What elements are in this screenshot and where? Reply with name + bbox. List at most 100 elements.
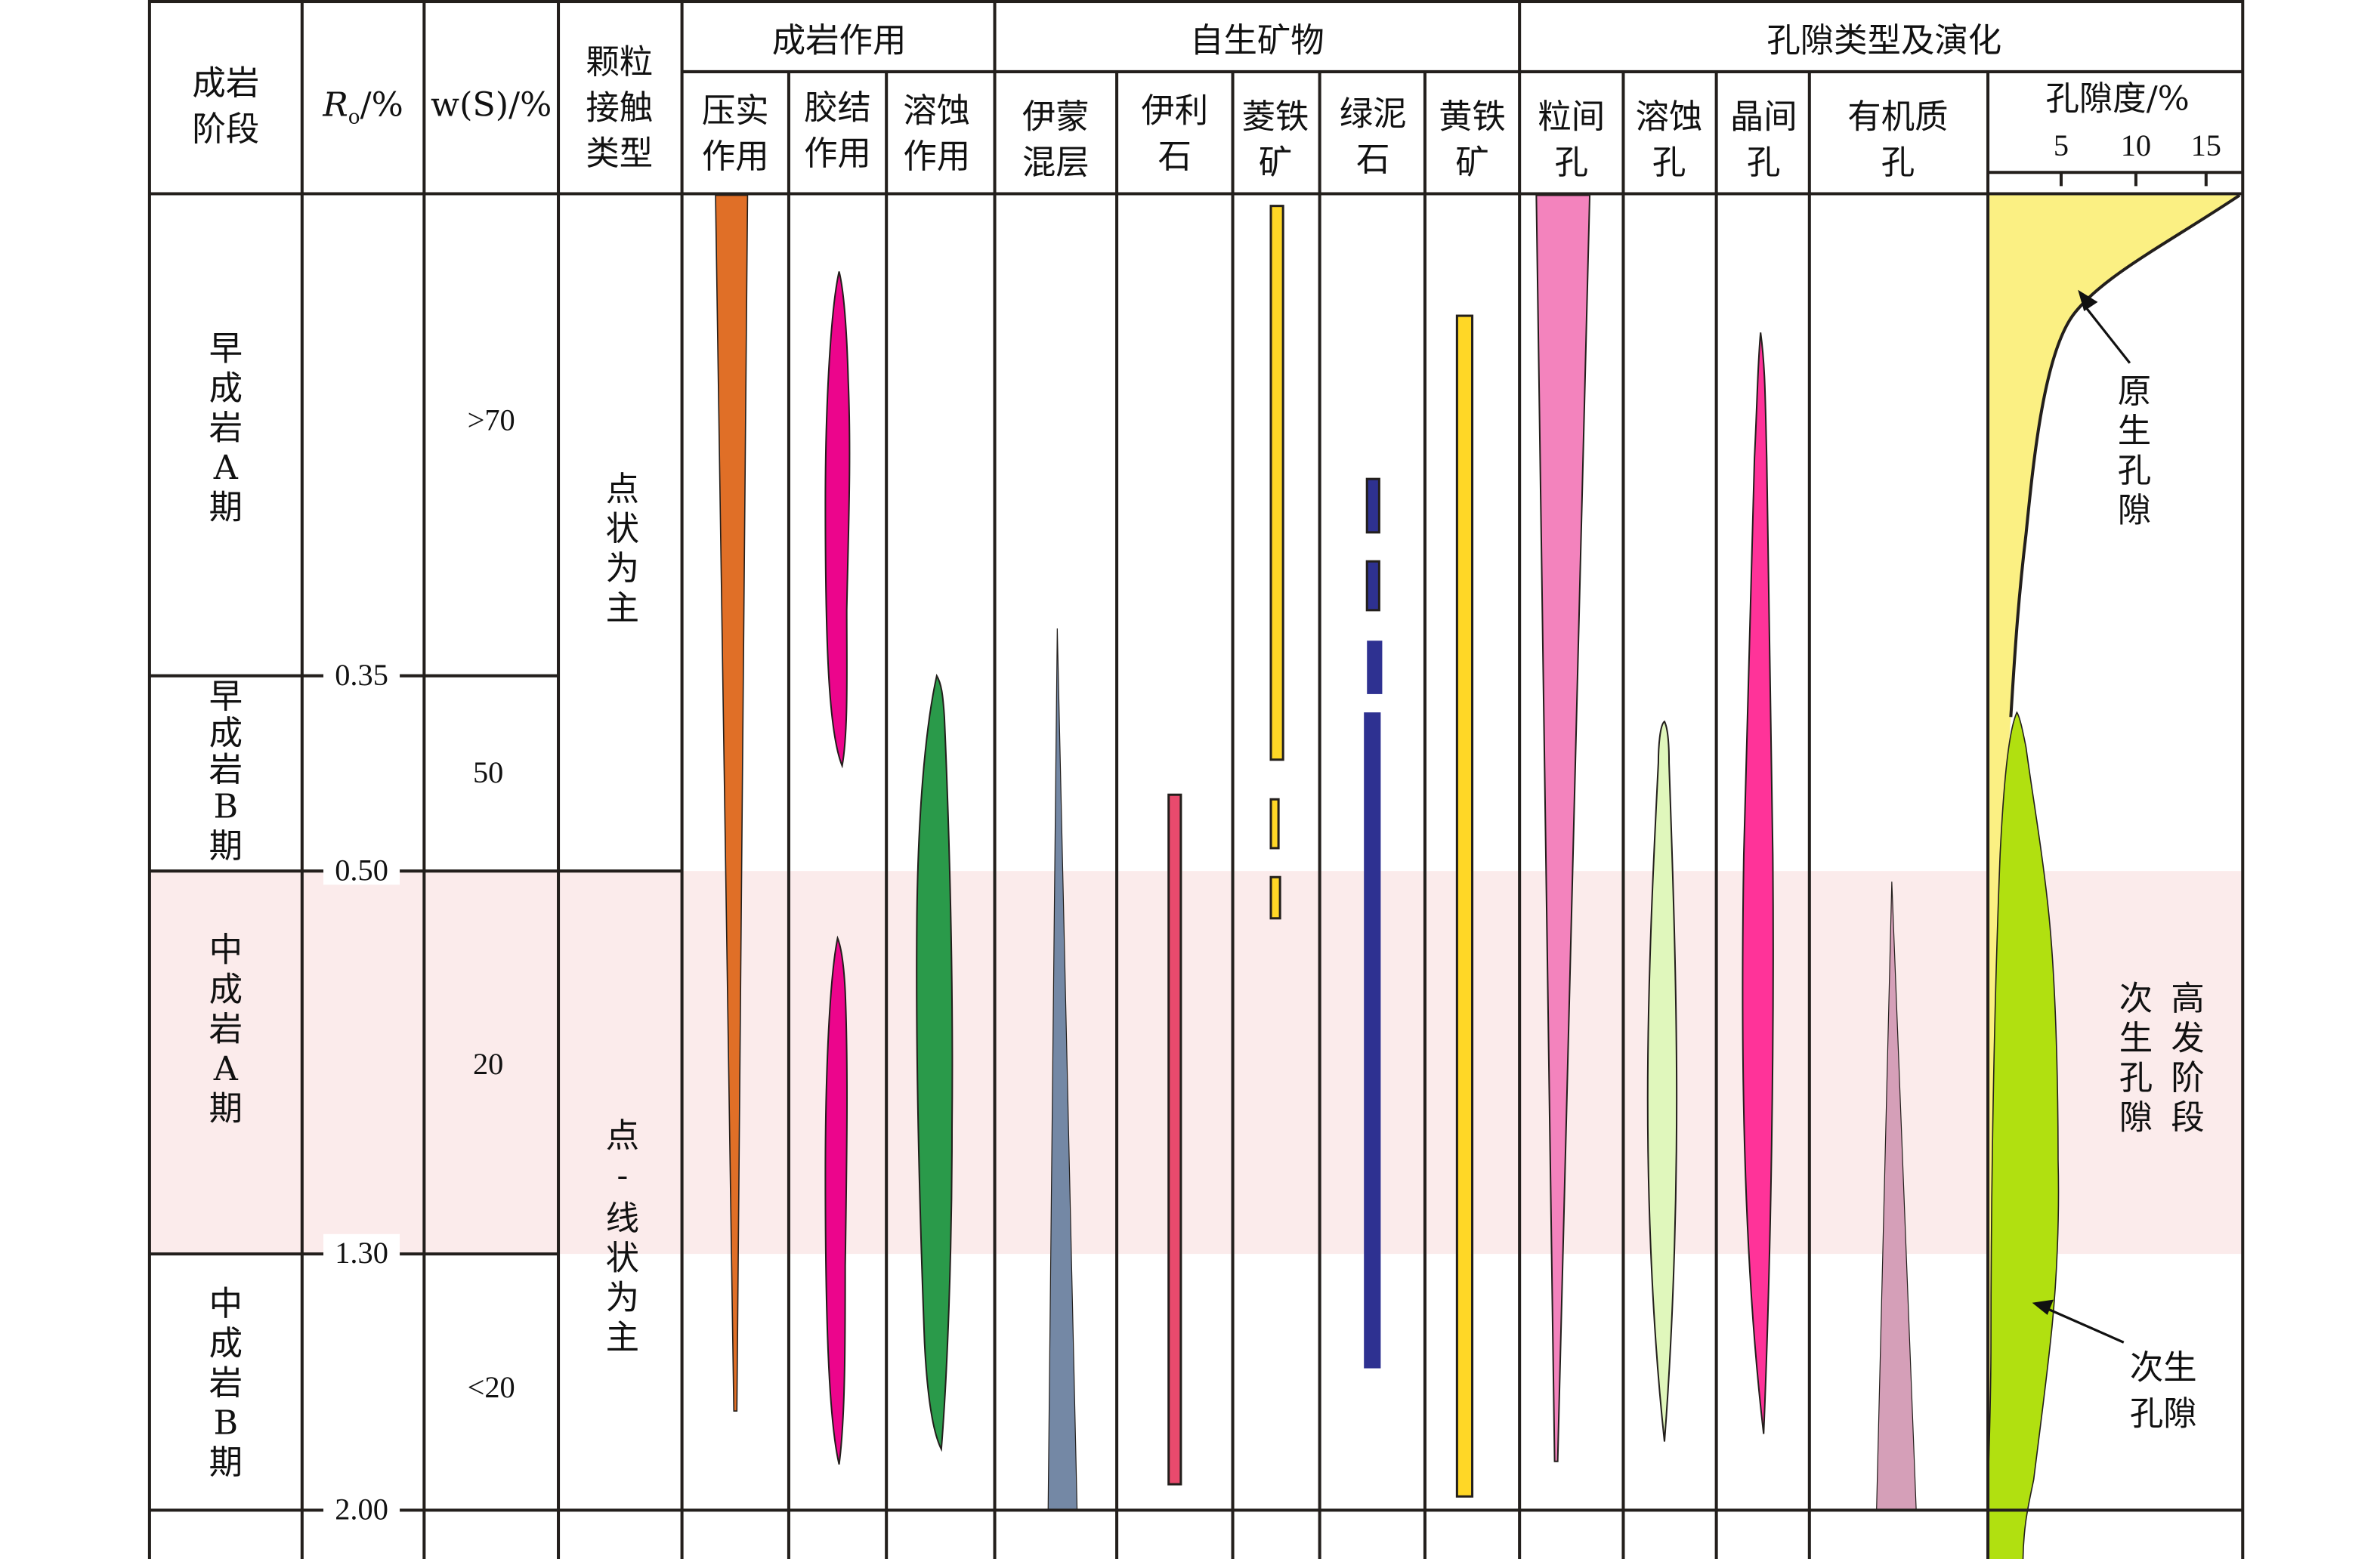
stage-middle-b: 中 成 岩 B 期 [209,1285,243,1482]
group-minerals: 自生矿物 [1190,22,1324,60]
svg-text:生: 生 [2119,1019,2153,1057]
secondary-pore-arrowhead [2032,1299,2054,1315]
ro-0.50: 0.50 [335,853,388,887]
stage-early-b: 早 成 岩 B 期 [209,678,243,866]
svg-text:次生: 次生 [2130,1349,2197,1388]
header-stage-2: 阶段 [192,110,259,149]
svg-text:成: 成 [209,1324,243,1363]
svg-text:岩: 岩 [209,751,243,789]
chlorite-bar-1 [1365,477,1380,534]
svg-text:线: 线 [606,1199,639,1238]
primary-pore-arrowhead [2078,289,2098,311]
svg-text:高: 高 [2171,980,2204,1018]
col-pyrite-2: 矿 [1455,144,1488,182]
porosity-axis-label: 孔隙度/% [2046,79,2190,118]
svg-text:主: 主 [606,589,639,628]
svg-text:早: 早 [209,678,243,716]
col-siderite-2: 矿 [1259,144,1292,182]
intergranular-pore-shape [1535,194,1591,1462]
contact-point-line: 点 - 线 状 为 主 [606,1117,639,1357]
svg-text:孔: 孔 [2119,1059,2153,1097]
svg-text:岩: 岩 [209,1010,243,1048]
col-compaction-1: 压实 [702,92,769,131]
ws-early-a: >70 [468,403,515,437]
chlorite-bar-2 [1365,560,1380,612]
col-illite-2: 石 [1158,137,1192,176]
svg-text:早: 早 [209,330,243,369]
mineral-shapes [1047,205,1474,1511]
col-dissolution-1: 溶蚀 [903,92,970,131]
svg-text:点: 点 [606,1117,639,1156]
svg-text:为: 为 [606,1279,639,1317]
col-siderite-1: 菱铁 [1242,98,1309,137]
cementation-shape-late [824,935,848,1465]
svg-text:主: 主 [606,1318,639,1357]
siderite-bar-1 [1269,205,1284,761]
svg-text:原: 原 [2118,372,2151,411]
col-cementation-2: 作用 [804,134,871,173]
svg-text:中: 中 [209,1285,243,1323]
table-grid [147,0,2245,1559]
header-stage-1: 成岩 [192,64,259,103]
col-intercrystal-2: 孔 [1747,144,1780,182]
svg-text:隙: 隙 [2119,1098,2153,1137]
stage-early-a: 早 成 岩 A 期 [209,330,243,527]
svg-text:生: 生 [2118,412,2151,451]
svg-text:孔隙: 孔隙 [2130,1394,2197,1433]
porosity-evolution [1987,193,2241,1559]
group-diagenesis: 成岩作用 [772,22,907,60]
siderite-bar-3 [1269,875,1281,920]
header-contact-3: 类型 [586,134,653,173]
primary-porosity-area [1988,195,2240,1559]
svg-text:段: 段 [2171,1098,2204,1137]
dissolution-shape [916,673,954,1452]
header-ro: Ro/% [322,85,403,128]
svg-text:期: 期 [209,827,243,866]
diagenesis-shapes [715,194,954,1465]
header-contact-1: 颗粒 [586,43,653,82]
svg-text:中: 中 [209,931,243,969]
svg-text:发: 发 [2171,1019,2204,1057]
annotation-primary-pore: 原 生 孔 隙 [2118,372,2151,530]
primary-porosity-curve [2009,193,2241,718]
col-cementation-1: 胶结 [804,89,871,128]
svg-text:期: 期 [209,1089,243,1128]
ws-values: >70 50 20 <20 [468,403,515,1404]
group-pores: 孔隙类型及演化 [1766,22,2001,60]
svg-text:阶: 阶 [2171,1059,2204,1097]
highlight-band [149,871,2243,1255]
col-chlorite-1: 绿泥 [1340,95,1407,134]
ws-early-b: 50 [473,755,503,789]
chlorite-bar-3 [1367,641,1383,694]
ws-middle-b: <20 [468,1370,515,1404]
svg-text:次: 次 [2119,980,2153,1018]
annotation-secondary-high-stage: 次 生 孔 隙 高 发 阶 段 [2119,980,2205,1138]
svg-text:成: 成 [209,369,243,408]
stage-middle-a: 中 成 岩 A 期 [209,931,243,1128]
svg-text:岩: 岩 [209,409,243,448]
header-contact-2: 接触 [586,89,653,128]
siderite-bar-2 [1269,798,1280,850]
ro-0.35: 0.35 [335,658,388,692]
secondary-porosity-area [1987,711,2060,1559]
col-dissolution-2: 作用 [903,137,970,176]
chlorite-bar-4 [1364,712,1381,1369]
svg-text:-: - [617,1156,628,1195]
intercrystal-pore-shape [1742,332,1774,1434]
svg-text:B: B [214,1403,239,1442]
header-ws: w(S)/% [431,85,552,124]
svg-text:隙: 隙 [2118,492,2151,530]
cementation-shape-early [824,271,851,769]
col-compaction-2: 作用 [702,137,769,176]
col-organic-2: 孔 [1881,144,1915,182]
svg-text:状: 状 [606,1239,639,1277]
svg-text:为: 为 [606,549,639,588]
svg-text:B: B [214,787,239,826]
dissolution-pore-shape [1646,720,1678,1442]
svg-text:成: 成 [209,971,243,1009]
col-pyrite-1: 黄铁 [1439,98,1506,137]
contact-point: 点 状 为 主 [606,470,639,628]
col-organic-1: 有机质 [1847,98,1948,137]
secondary-pore-arrow [2047,1307,2125,1344]
